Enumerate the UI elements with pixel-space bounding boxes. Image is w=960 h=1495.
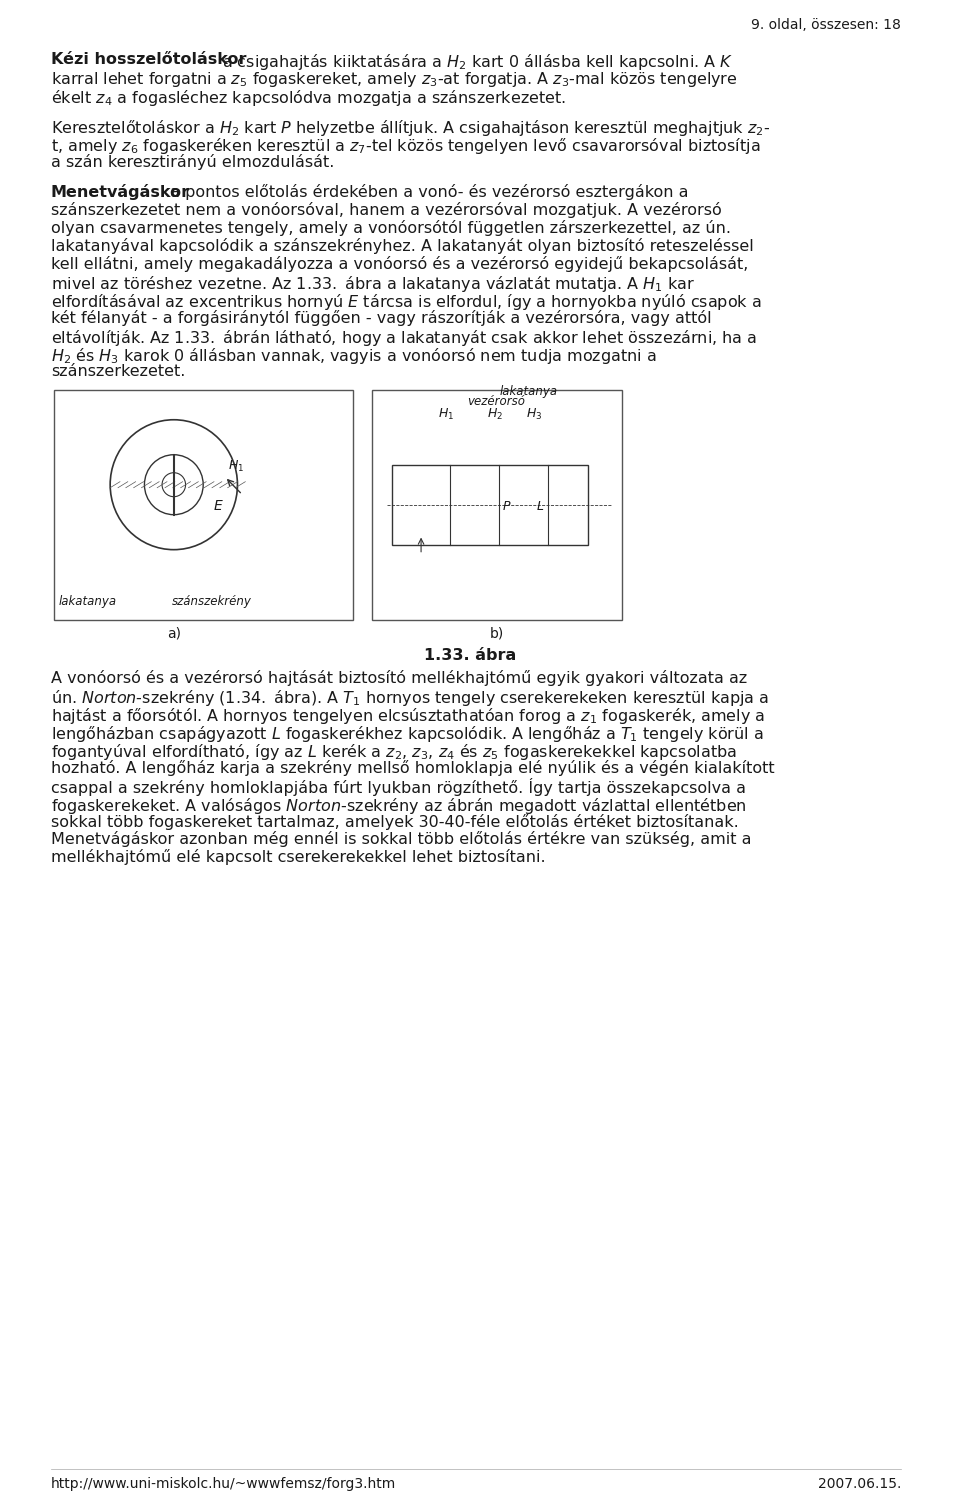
Text: 1.33. ábra: 1.33. ábra [424,647,516,662]
Text: vezérorsó: vezérorsó [468,395,525,408]
Text: $P$: $P$ [502,499,512,513]
FancyBboxPatch shape [372,390,622,619]
Text: a pontos előtolás érdekében a vonó- és vezérorsó esztergákon a: a pontos előtolás érdekében a vonó- és v… [164,184,688,200]
Text: t, amely $z_6$ fogaskeréken keresztül a $z_7$-tel közös tengelyen levő csavarors: t, amely $z_6$ fogaskeréken keresztül a … [51,136,760,155]
Text: Menetvágáskor: Menetvágáskor [51,184,190,200]
Text: lengőházban csapágyazott $L$ fogaskerékhez kapcsolódik. A lengőház a $T_1$ tenge: lengőházban csapágyazott $L$ fogaskerékh… [51,724,763,743]
Text: hajtást a főorsótól. A hornyos tengelyen elcsúsztathatóan forog a $z_1$ fogasker: hajtást a főorsótól. A hornyos tengelyen… [51,706,765,725]
Text: sokkal több fogaskereket tartalmaz, amelyek 30-40-féle előtolás értéket biztosít: sokkal több fogaskereket tartalmaz, amel… [51,813,738,830]
Text: karral lehet forgatni a $z_5$ fogaskereket, amely $z_3$-at forgatja. A $z_3$-mal: karral lehet forgatni a $z_5$ fogaskerek… [51,70,737,90]
Text: $L$: $L$ [536,499,544,513]
Text: $E$: $E$ [213,499,224,513]
FancyBboxPatch shape [54,390,352,619]
Text: 9. oldal, összesen: 18: 9. oldal, összesen: 18 [751,18,900,31]
Text: $H_1$: $H_1$ [438,407,454,422]
Text: b): b) [490,626,504,641]
Text: lakatanya: lakatanya [59,595,117,607]
Text: 2007.06.15.: 2007.06.15. [818,1477,900,1491]
Text: olyan csavarmenetes tengely, amely a vonóorsótól független zárszerkezettel, az ú: olyan csavarmenetes tengely, amely a von… [51,220,731,236]
Text: fogantyúval elfordítható, így az $L$ kerék a $z_2$, $z_3$, $z_4$ és $z_5$ fogask: fogantyúval elfordítható, így az $L$ ker… [51,742,737,761]
Text: http://www.uni-miskolc.hu/~wwwfemsz/forg3.htm: http://www.uni-miskolc.hu/~wwwfemsz/forg… [51,1477,396,1491]
Text: szánszerkezetet nem a vonóorsóval, hanem a vezérorsóval mozgatjuk. A vezérorsó: szánszerkezetet nem a vonóorsóval, hanem… [51,202,722,218]
Text: mivel az töréshez vezetne. Az $1.33.$ ábra a lakatanya vázlatát mutatja. A $H_1$: mivel az töréshez vezetne. Az $1.33.$ áb… [51,274,695,295]
Text: $H_1$: $H_1$ [228,459,244,474]
Bar [392,465,588,544]
Text: szánszekrény: szánszekrény [172,595,252,607]
Text: Menetvágáskor azonban még ennél is sokkal több előtolás értékre van szükség, ami: Menetvágáskor azonban még ennél is sokka… [51,831,752,848]
Text: ún. $Norton$-szekrény ($1.34.$ ábra). A $T_1$ hornyos tengely cserekerekeken ker: ún. $Norton$-szekrény ($1.34.$ ábra). A … [51,688,769,707]
Text: a szán keresztirányú elmozdulását.: a szán keresztirányú elmozdulását. [51,154,334,170]
Text: a): a) [167,626,180,641]
Text: csappal a szekrény homloklapjába fúrt lyukban rögzíthető. Így tartja összekapcso: csappal a szekrény homloklapjába fúrt ly… [51,777,746,795]
Text: kell ellátni, amely megakadályozza a vonóorsó és a vezérorsó egyidejű bekapcsolá: kell ellátni, amely megakadályozza a von… [51,256,748,272]
Text: $H_2$: $H_2$ [487,407,503,422]
Text: mellékhajtómű elé kapcsolt cserekerekekkel lehet biztosítani.: mellékhajtómű elé kapcsolt cserekerekekk… [51,849,545,866]
Text: szánszerkezetet.: szánszerkezetet. [51,363,185,378]
Text: $H_3$: $H_3$ [526,407,542,422]
Text: eltávolítják. Az $1.33.$ ábrán látható, hogy a lakatanyát csak akkor lehet össze: eltávolítják. Az $1.33.$ ábrán látható, … [51,327,757,348]
Text: lakatanya: lakatanya [499,384,558,398]
Text: elfordításával az excentrikus hornyú $E$ tárcsa is elfordul, így a hornyokba nyú: elfordításával az excentrikus hornyú $E$… [51,292,761,312]
Text: lakatanyával kapcsolódik a szánszekrényhez. A lakatanyát olyan biztosító retesze: lakatanyával kapcsolódik a szánszekrényh… [51,238,754,254]
Text: a csigahajtás kiiktatására a $H_2$ kart $0$ állásba kell kapcsolni. A $K$: a csigahajtás kiiktatására a $H_2$ kart … [223,52,733,72]
Text: Kézi hosszelőtoláskor: Kézi hosszelőtoláskor [51,52,247,67]
Text: $H_2$ és $H_3$ karok $0$ állásban vannak, vagyis a vonóorsó nem tudja mozgatni a: $H_2$ és $H_3$ karok $0$ állásban vannak… [51,345,657,366]
Text: ékelt $z_4$ a fogasléchez kapcsolódva mozgatja a szánszerkezetet.: ékelt $z_4$ a fogasléchez kapcsolódva mo… [51,88,566,108]
Text: A vonóorsó és a vezérorsó hajtását biztosító mellékhajtómű egyik gyakori változa: A vonóorsó és a vezérorsó hajtását bizto… [51,670,747,686]
Text: Keresztelőtoláskor a $H_2$ kart $P$ helyzetbe állítjuk. A csigahajtáson keresztü: Keresztelőtoláskor a $H_2$ kart $P$ hely… [51,118,770,138]
Text: két félanyát - a forgásiránytól függően - vagy rászorítják a vezérorsóra, vagy a: két félanyát - a forgásiránytól függően … [51,309,711,326]
Text: fogaskerekeket. A valóságos $Norton$-szekrény az ábrán megadott vázlattal ellent: fogaskerekeket. A valóságos $Norton$-sze… [51,795,747,815]
Text: hozható. A lengőház karja a szekrény mellső homloklapja elé nyúlik és a végén ki: hozható. A lengőház karja a szekrény mel… [51,759,775,776]
